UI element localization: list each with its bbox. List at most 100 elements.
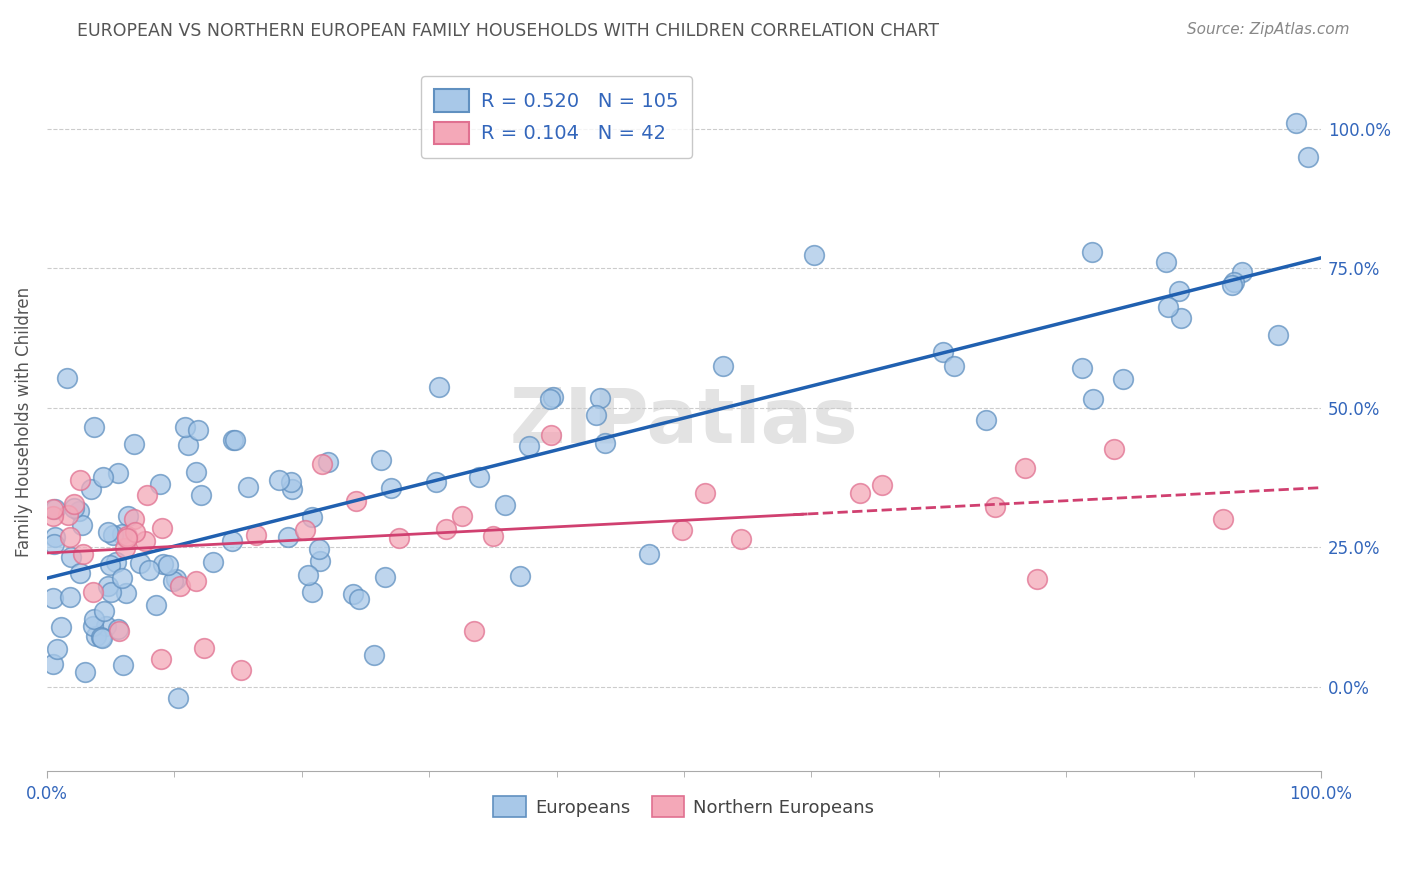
Point xyxy=(301,584,323,599)
Point xyxy=(169,579,191,593)
Point xyxy=(111,527,134,541)
Point xyxy=(870,477,893,491)
Point xyxy=(90,631,112,645)
Legend: Europeans, Northern Europeans: Europeans, Northern Europeans xyxy=(486,789,882,824)
Point xyxy=(363,648,385,662)
Point xyxy=(69,473,91,487)
Point xyxy=(111,657,134,672)
Point xyxy=(114,541,136,555)
Point xyxy=(541,390,564,404)
Point xyxy=(101,528,124,542)
Point xyxy=(224,433,246,447)
Point xyxy=(42,657,65,671)
Point xyxy=(114,586,136,600)
Point xyxy=(83,419,105,434)
Point xyxy=(42,502,65,516)
Text: EUROPEAN VS NORTHERN EUROPEAN FAMILY HOUSEHOLDS WITH CHILDREN CORRELATION CHART: EUROPEAN VS NORTHERN EUROPEAN FAMILY HOU… xyxy=(77,22,939,40)
Point xyxy=(671,523,693,537)
Point xyxy=(519,439,541,453)
Point xyxy=(1223,275,1246,289)
Point xyxy=(451,509,474,524)
Point xyxy=(67,504,90,518)
Point xyxy=(184,574,207,588)
Point xyxy=(308,554,330,568)
Point xyxy=(976,412,998,426)
Point xyxy=(45,641,67,656)
Point xyxy=(1167,284,1189,298)
Point xyxy=(124,525,146,540)
Point xyxy=(177,438,200,452)
Point xyxy=(82,619,104,633)
Point xyxy=(138,563,160,577)
Point xyxy=(107,466,129,480)
Point xyxy=(342,587,364,601)
Point xyxy=(107,624,129,639)
Point xyxy=(380,481,402,495)
Point xyxy=(294,524,316,538)
Point xyxy=(201,555,224,569)
Point xyxy=(173,420,195,434)
Point xyxy=(1070,361,1092,376)
Point xyxy=(540,428,562,442)
Point xyxy=(231,663,253,677)
Point xyxy=(1080,244,1102,259)
Point xyxy=(63,497,86,511)
Point xyxy=(1154,255,1177,269)
Point xyxy=(370,452,392,467)
Text: ZIPatlas: ZIPatlas xyxy=(509,384,858,458)
Point xyxy=(97,524,120,539)
Point xyxy=(149,476,172,491)
Point xyxy=(117,508,139,523)
Point xyxy=(803,248,825,262)
Point xyxy=(427,380,450,394)
Point xyxy=(100,585,122,599)
Point xyxy=(1284,116,1306,130)
Point xyxy=(150,521,173,535)
Point xyxy=(297,568,319,582)
Point xyxy=(388,531,411,545)
Point xyxy=(374,570,396,584)
Point xyxy=(538,392,561,407)
Point xyxy=(190,488,212,502)
Point xyxy=(56,508,79,523)
Point xyxy=(711,359,734,373)
Point xyxy=(69,566,91,581)
Point xyxy=(509,569,531,583)
Point xyxy=(301,510,323,524)
Point xyxy=(111,571,134,585)
Point xyxy=(589,391,612,405)
Point xyxy=(107,622,129,636)
Point xyxy=(56,371,79,385)
Point xyxy=(1112,372,1135,386)
Point xyxy=(942,359,965,373)
Point xyxy=(1220,278,1243,293)
Point xyxy=(44,502,66,516)
Point xyxy=(145,598,167,612)
Point xyxy=(434,522,457,536)
Point xyxy=(58,530,80,544)
Point xyxy=(693,486,716,500)
Point xyxy=(983,500,1005,514)
Point xyxy=(848,486,870,500)
Point xyxy=(932,345,955,359)
Point xyxy=(152,557,174,571)
Point xyxy=(311,458,333,472)
Point xyxy=(637,548,659,562)
Point xyxy=(75,665,97,680)
Point xyxy=(115,529,138,543)
Point xyxy=(82,585,104,599)
Point xyxy=(42,509,65,524)
Point xyxy=(187,423,209,437)
Point xyxy=(1083,392,1105,407)
Point xyxy=(482,529,505,543)
Point xyxy=(165,572,187,586)
Point xyxy=(1170,311,1192,326)
Point xyxy=(1026,572,1049,586)
Point xyxy=(80,482,103,496)
Point xyxy=(316,455,339,469)
Point xyxy=(269,473,291,487)
Point xyxy=(94,619,117,633)
Point xyxy=(277,530,299,544)
Point xyxy=(62,501,84,516)
Point xyxy=(308,541,330,556)
